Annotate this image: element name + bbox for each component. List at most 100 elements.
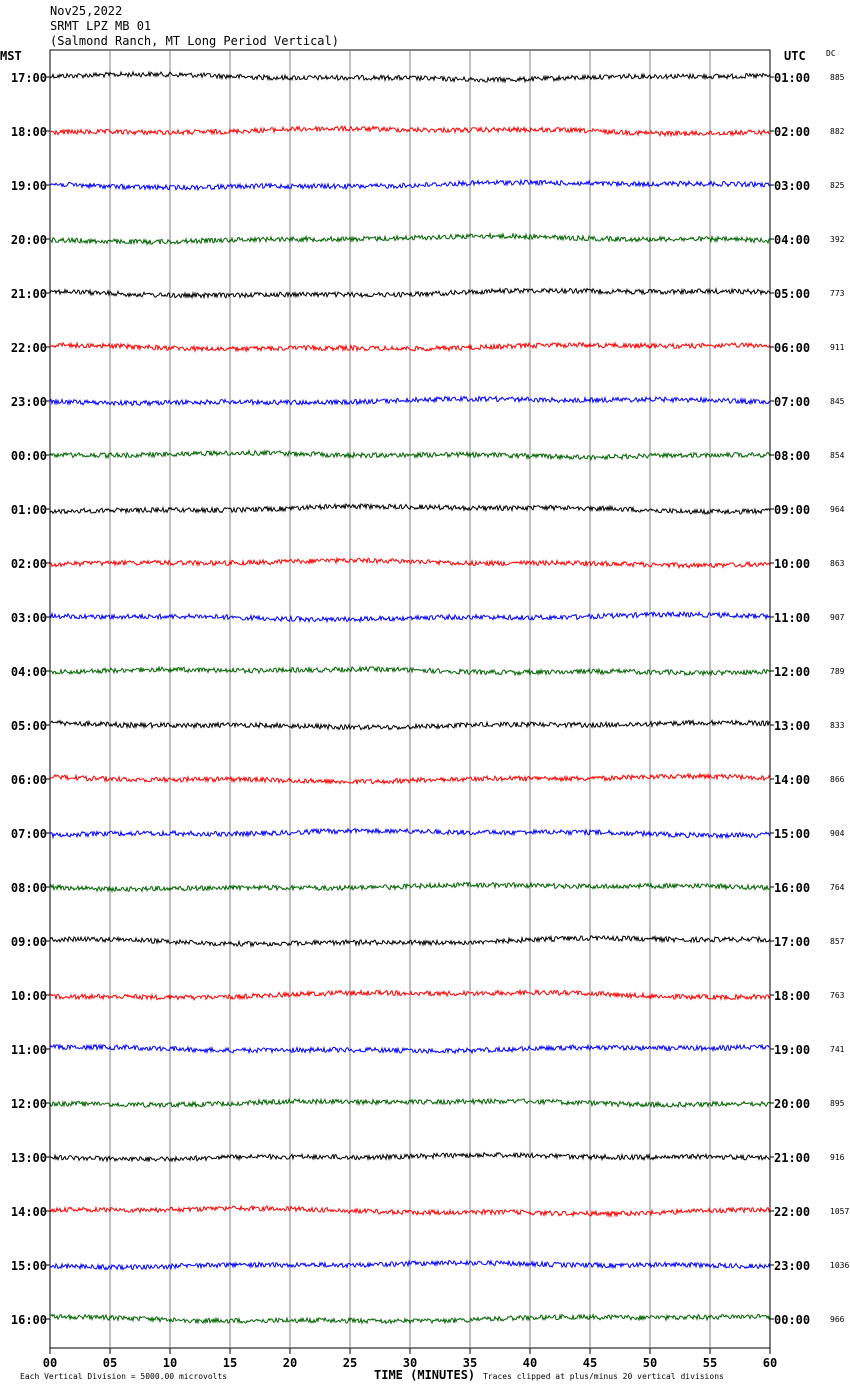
dc-value: 764: [830, 883, 845, 892]
mst-hour-label: 03:00: [11, 611, 47, 625]
utc-hour-label: 17:00: [774, 935, 810, 949]
mst-hour-label: 09:00: [11, 935, 47, 949]
dc-value: 966: [830, 1315, 845, 1324]
x-tick-label: 35: [463, 1356, 477, 1370]
mst-hour-label: 15:00: [11, 1259, 47, 1273]
utc-hour-label: 20:00: [774, 1097, 810, 1111]
utc-hour-label: 11:00: [774, 611, 810, 625]
utc-hour-label: 09:00: [774, 503, 810, 517]
dc-value: 857: [830, 937, 845, 946]
mst-hour-label: 05:00: [11, 719, 47, 733]
dc-value: 904: [830, 829, 845, 838]
mst-hour-label: 17:00: [11, 71, 47, 85]
dc-value: 789: [830, 667, 845, 676]
utc-hour-label: 15:00: [774, 827, 810, 841]
trace-0300: [49, 610, 771, 624]
dc-value: 825: [830, 181, 845, 190]
utc-axis-label: UTC: [784, 49, 806, 63]
dc-value: 854: [830, 451, 845, 460]
chart-location: (Salmond Ranch, MT Long Period Vertical): [50, 34, 339, 48]
mst-hour-label: 00:00: [11, 449, 47, 463]
mst-hour-label: 20:00: [11, 233, 47, 247]
mst-hour-label: 23:00: [11, 395, 47, 409]
mst-hour-label: 08:00: [11, 881, 47, 895]
x-tick-label: 50: [643, 1356, 657, 1370]
trace-0000: [49, 448, 771, 462]
mst-hour-label: 16:00: [11, 1313, 47, 1327]
trace-1500: [49, 1259, 771, 1271]
trace-1100: [49, 1043, 771, 1055]
utc-hour-label: 00:00: [774, 1313, 810, 1327]
chart-date: Nov25,2022: [50, 4, 123, 18]
scale-note: Each Vertical Division = 5000.00 microvo…: [20, 1372, 227, 1381]
utc-hour-label: 02:00: [774, 125, 810, 139]
x-axis-title: TIME (MINUTES): [374, 1368, 475, 1382]
trace-1300: [49, 1151, 771, 1163]
mst-hour-label: 11:00: [11, 1043, 47, 1057]
dc-value: 773: [830, 289, 845, 298]
chart-station: SRMT LPZ MB 01: [50, 19, 152, 33]
x-tick-label: 00: [43, 1356, 57, 1370]
trace-1400: [49, 1204, 771, 1218]
mst-hour-label: 01:00: [11, 503, 47, 517]
dc-value: 885: [830, 73, 845, 82]
mst-hour-label: 22:00: [11, 341, 47, 355]
mst-hour-label: 10:00: [11, 989, 47, 1003]
utc-hour-label: 01:00: [774, 71, 810, 85]
utc-hour-label: 23:00: [774, 1259, 810, 1273]
trace-2200: [49, 340, 771, 354]
mst-hour-label: 07:00: [11, 827, 47, 841]
trace-2000: [49, 231, 771, 246]
utc-hour-label: 07:00: [774, 395, 810, 409]
trace-1200: [49, 1097, 771, 1109]
trace-0600: [49, 772, 771, 786]
mst-hour-label: 02:00: [11, 557, 47, 571]
trace-layer: [49, 70, 771, 1325]
dc-value: 741: [830, 1045, 845, 1054]
dc-value: 833: [830, 721, 845, 730]
label-layer: 00 05 10 15 20 25 30 35 40 45 50 55 60 17:00 01:00 885 1…: [11, 71, 850, 1370]
utc-hour-label: 05:00: [774, 287, 810, 301]
trace-2100: [49, 287, 771, 300]
dc-value: 845: [830, 397, 845, 406]
utc-hour-label: 21:00: [774, 1151, 810, 1165]
x-tick-label: 20: [283, 1356, 297, 1370]
utc-hour-label: 04:00: [774, 233, 810, 247]
utc-hour-label: 03:00: [774, 179, 810, 193]
x-tick-label: 10: [163, 1356, 177, 1370]
x-tick-label: 15: [223, 1356, 237, 1370]
trace-0500: [49, 719, 771, 731]
utc-hour-label: 14:00: [774, 773, 810, 787]
utc-hour-label: 10:00: [774, 557, 810, 571]
dc-value: 866: [830, 775, 845, 784]
dc-value: 1036: [830, 1261, 849, 1270]
dc-value: 1057: [830, 1207, 849, 1216]
trace-1700: [49, 70, 771, 84]
grid-layer: [46, 49, 774, 1354]
utc-hour-label: 06:00: [774, 341, 810, 355]
dc-column-label: DC: [826, 49, 836, 58]
dc-value: 863: [830, 559, 845, 568]
utc-hour-label: 22:00: [774, 1205, 810, 1219]
trace-1000: [49, 988, 771, 1002]
dc-value: 392: [830, 235, 845, 244]
x-tick-label: 30: [403, 1356, 417, 1370]
x-tick-label: 05: [103, 1356, 117, 1370]
dc-value: 911: [830, 343, 845, 352]
trace-1800: [49, 125, 771, 138]
utc-hour-label: 12:00: [774, 665, 810, 679]
utc-hour-label: 13:00: [774, 719, 810, 733]
x-tick-label: 55: [703, 1356, 717, 1370]
dc-value: 964: [830, 505, 845, 514]
mst-hour-label: 12:00: [11, 1097, 47, 1111]
dc-value: 882: [830, 127, 845, 136]
trace-0800: [49, 881, 771, 893]
dc-value: 907: [830, 613, 845, 622]
dc-value: 895: [830, 1099, 845, 1108]
utc-hour-label: 18:00: [774, 989, 810, 1003]
trace-0400: [49, 665, 771, 677]
trace-0100: [49, 502, 771, 516]
mst-hour-label: 18:00: [11, 125, 47, 139]
mst-hour-label: 13:00: [11, 1151, 47, 1165]
